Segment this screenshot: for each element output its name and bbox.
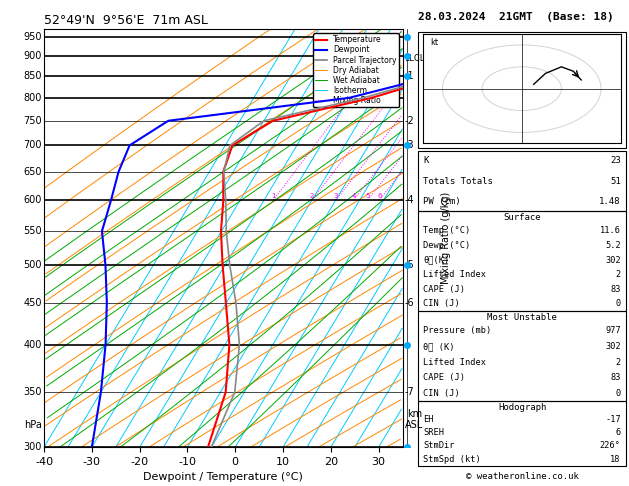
Text: -1: -1 — [405, 71, 415, 81]
Text: -2: -2 — [405, 116, 415, 126]
Text: CAPE (J): CAPE (J) — [423, 373, 465, 382]
Text: 302: 302 — [605, 256, 621, 264]
Text: 700: 700 — [23, 140, 42, 150]
Text: 6: 6 — [377, 193, 382, 199]
Text: 600: 600 — [23, 195, 42, 205]
Text: StmSpd (kt): StmSpd (kt) — [423, 454, 481, 464]
Text: 11.6: 11.6 — [600, 226, 621, 235]
Text: 302: 302 — [605, 342, 621, 351]
Text: Surface: Surface — [503, 213, 541, 222]
Text: 850: 850 — [23, 71, 42, 81]
Text: -3: -3 — [405, 140, 415, 150]
Text: 900: 900 — [23, 51, 42, 61]
Text: 500: 500 — [23, 260, 42, 270]
Text: 226°: 226° — [600, 441, 621, 451]
Text: kt: kt — [431, 38, 439, 48]
Text: 650: 650 — [23, 167, 42, 177]
Text: SREH: SREH — [423, 428, 444, 437]
Text: © weatheronline.co.uk: © weatheronline.co.uk — [465, 472, 579, 481]
Text: Lifted Index: Lifted Index — [423, 270, 486, 279]
Text: 550: 550 — [23, 226, 42, 236]
Text: 400: 400 — [23, 340, 42, 349]
Text: 750: 750 — [23, 116, 42, 126]
Text: 1.48: 1.48 — [599, 197, 621, 206]
Text: -5: -5 — [405, 260, 415, 270]
Text: Hodograph: Hodograph — [498, 403, 546, 412]
Text: θᴄ (K): θᴄ (K) — [423, 342, 455, 351]
Text: 5: 5 — [365, 193, 370, 199]
Text: 23: 23 — [610, 156, 621, 165]
Text: 52°49'N  9°56'E  71m ASL: 52°49'N 9°56'E 71m ASL — [44, 14, 208, 27]
Text: Totals Totals: Totals Totals — [423, 176, 493, 186]
Legend: Temperature, Dewpoint, Parcel Trajectory, Dry Adiabat, Wet Adiabat, Isotherm, Mi: Temperature, Dewpoint, Parcel Trajectory… — [313, 33, 399, 107]
Text: 83: 83 — [610, 285, 621, 294]
Text: 450: 450 — [23, 298, 42, 308]
Text: km
ASL: km ASL — [405, 409, 424, 431]
Text: θᴄ(K): θᴄ(K) — [423, 256, 450, 264]
Text: -7: -7 — [405, 387, 415, 397]
Text: 1: 1 — [271, 193, 276, 199]
Text: 800: 800 — [23, 93, 42, 103]
Text: hPa: hPa — [24, 420, 42, 431]
Text: 5.2: 5.2 — [605, 241, 621, 250]
Text: -4: -4 — [405, 195, 415, 205]
Text: Lifted Index: Lifted Index — [423, 358, 486, 366]
Text: CIN (J): CIN (J) — [423, 389, 460, 398]
Text: 2: 2 — [310, 193, 314, 199]
Text: Pressure (mb): Pressure (mb) — [423, 327, 492, 335]
Text: 1LCL: 1LCL — [404, 54, 425, 63]
Text: CIN (J): CIN (J) — [423, 299, 460, 308]
Text: Most Unstable: Most Unstable — [487, 313, 557, 322]
Text: EH: EH — [423, 415, 434, 424]
Text: Dewp (°C): Dewp (°C) — [423, 241, 470, 250]
Text: 0: 0 — [616, 389, 621, 398]
Text: 28.03.2024  21GMT  (Base: 18): 28.03.2024 21GMT (Base: 18) — [418, 12, 614, 22]
X-axis label: Dewpoint / Temperature (°C): Dewpoint / Temperature (°C) — [143, 472, 303, 483]
Text: 51: 51 — [610, 176, 621, 186]
Text: 0: 0 — [616, 299, 621, 308]
Text: StmDir: StmDir — [423, 441, 455, 451]
Text: Mixing Ratio (g/kg): Mixing Ratio (g/kg) — [440, 192, 450, 284]
Text: -6: -6 — [405, 298, 415, 308]
Text: 3: 3 — [334, 193, 338, 199]
Text: -17: -17 — [605, 415, 621, 424]
Text: 2: 2 — [616, 270, 621, 279]
Text: 977: 977 — [605, 327, 621, 335]
Text: K: K — [423, 156, 429, 165]
Text: 350: 350 — [23, 387, 42, 397]
Text: CAPE (J): CAPE (J) — [423, 285, 465, 294]
Text: 83: 83 — [610, 373, 621, 382]
Text: 950: 950 — [23, 32, 42, 42]
Text: Temp (°C): Temp (°C) — [423, 226, 470, 235]
Text: 18: 18 — [610, 454, 621, 464]
Text: 4: 4 — [352, 193, 356, 199]
Text: PW (cm): PW (cm) — [423, 197, 461, 206]
Text: 300: 300 — [23, 442, 42, 452]
Text: 6: 6 — [616, 428, 621, 437]
Text: 2: 2 — [616, 358, 621, 366]
